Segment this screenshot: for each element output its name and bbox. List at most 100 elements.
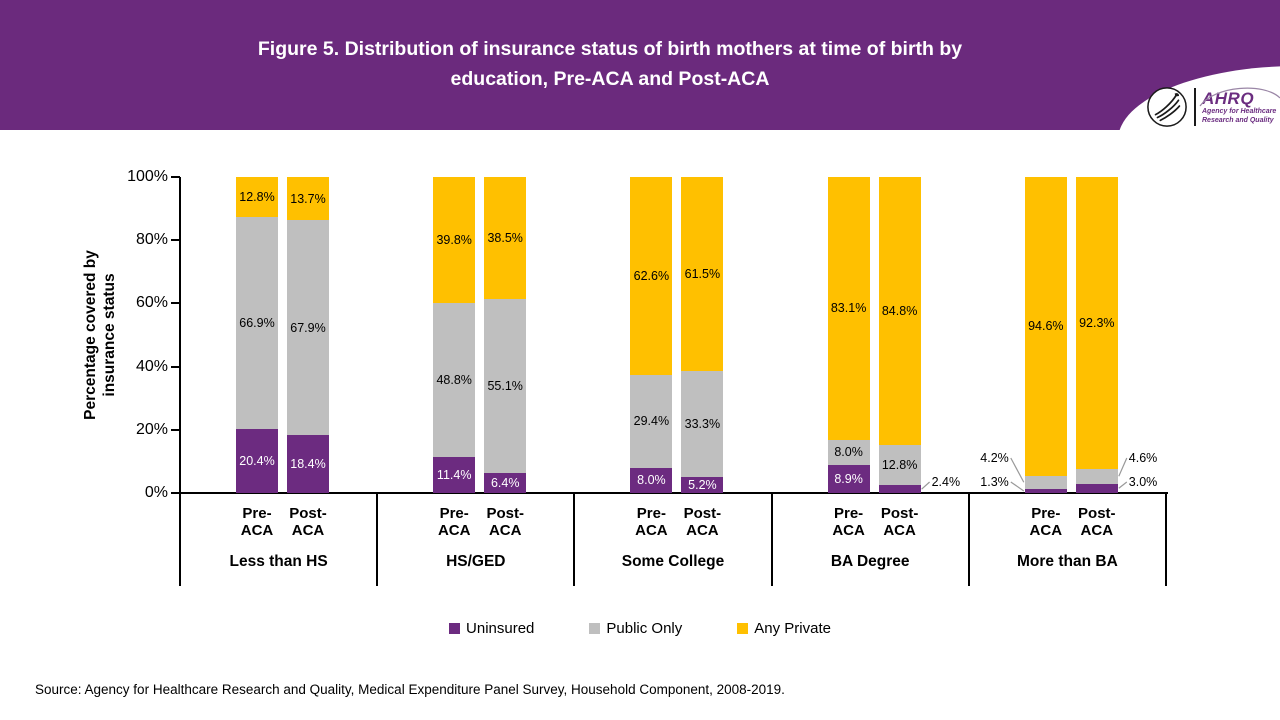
legend-label: Any Private	[754, 620, 831, 637]
bar-segment-label: 12.8%	[881, 458, 918, 473]
y-tick-label: 80%	[135, 231, 168, 249]
bar-segment-label: 18.4%	[290, 456, 326, 471]
bar-segment	[484, 177, 527, 299]
bar-segment-label: 33.3%	[684, 416, 721, 431]
callout-label: 1.3%	[980, 475, 1009, 489]
legend-label: Uninsured	[466, 620, 535, 637]
group-divider	[770, 494, 773, 586]
bar-segment	[681, 371, 724, 477]
bar-segment-label: 39.8%	[436, 232, 472, 247]
bar-segment-label: 61.5%	[684, 267, 721, 282]
header-banner: Figure 5. Distribution of insurance stat…	[0, 0, 1280, 140]
category-label: BA Degree	[830, 553, 910, 570]
bar-segment	[433, 456, 476, 493]
y-tick-label: 0%	[144, 484, 168, 501]
legend-item: Public Only	[589, 620, 682, 637]
leader-line	[1010, 481, 1025, 492]
y-tick-mark	[171, 365, 180, 368]
y-tick-mark	[171, 176, 180, 178]
bar-segment	[484, 472, 527, 493]
legend-swatch	[737, 623, 749, 634]
bar-segment	[878, 177, 921, 445]
bar-segment-label: 6.4%	[490, 475, 520, 490]
bar-segment	[236, 428, 278, 493]
figure-title-line2: education, Pre-ACA and Post-ACA	[450, 68, 770, 90]
group-divider	[376, 494, 379, 586]
bar-segment-label: 8.0%	[637, 473, 666, 488]
bar-segment-label: 20.4%	[239, 453, 275, 468]
bar-segment	[630, 177, 673, 375]
ahrq-tagline-line2: Research and Quality	[1202, 116, 1274, 124]
bar-segment-label: 62.6%	[633, 268, 670, 283]
bar-segment	[1024, 488, 1067, 493]
callout-label: 4.6%	[1128, 451, 1158, 465]
group-divider	[573, 494, 576, 586]
bar-segment	[433, 302, 476, 457]
group-divider	[967, 494, 970, 586]
bar-segment-label: 5.2%	[688, 477, 717, 492]
bar-segment-label: 29.4%	[633, 414, 670, 429]
bar-segment	[287, 177, 329, 221]
y-tick-mark	[171, 492, 180, 494]
bar-segment-label: 8.0%	[834, 445, 863, 460]
leader-line	[1118, 457, 1128, 477]
category-label: More than BA	[1017, 553, 1118, 570]
bar-sublabel: Post- ACA	[486, 505, 524, 539]
bar-segment	[681, 476, 724, 493]
bar-segment	[630, 374, 673, 468]
legend-swatch	[449, 623, 461, 634]
bar-segment	[1075, 483, 1118, 493]
bar-segment	[1024, 176, 1067, 476]
legend-label: Public Only	[606, 620, 683, 637]
source-note: Source: Agency for Healthcare Research a…	[35, 682, 785, 697]
bar-sublabel: Post- ACA	[1078, 505, 1116, 539]
category-label: Some College	[621, 553, 725, 570]
callout-label: 2.4%	[931, 475, 961, 489]
bar-segment-label: 67.9%	[290, 320, 326, 335]
ahrq-tagline-line1: Agency for Healthcare	[1202, 107, 1277, 115]
bar-segment-label: 83.1%	[830, 301, 867, 316]
y-tick-label: 20%	[135, 420, 168, 438]
bar-sublabel: Pre- ACA	[1029, 505, 1063, 539]
bar-segment-label: 12.8%	[239, 189, 275, 204]
legend-item: Any Private	[737, 620, 831, 637]
bar-segment	[1075, 468, 1118, 484]
bar-segment-label: 8.9%	[834, 471, 863, 486]
category-label: Less than HS	[229, 553, 328, 570]
bar-segment	[1075, 177, 1118, 469]
y-tick-label: 100%	[127, 168, 168, 185]
bar-segment-label: 66.9%	[239, 315, 275, 330]
y-axis-title-line1: Percentage covered by	[82, 250, 99, 420]
bar-sublabel: Post- ACA	[880, 505, 919, 539]
y-axis-title-line2: insurance status	[101, 273, 118, 397]
bar-segment	[878, 444, 921, 486]
group-divider	[179, 494, 181, 586]
x-axis-line	[179, 492, 1168, 494]
bar-segment-label: 38.5%	[487, 230, 523, 245]
legend-swatch	[589, 623, 601, 634]
group-divider	[1165, 494, 1167, 586]
bar-sublabel: Post- ACA	[683, 505, 722, 539]
bar-segment-label: 92.3%	[1079, 316, 1115, 331]
leader-line	[1118, 481, 1128, 489]
bar-sublabel: Pre- ACA	[635, 505, 668, 539]
figure-title: Figure 5. Distribution of insurance stat…	[0, 34, 1220, 94]
callout-label: 4.2%	[980, 451, 1009, 465]
bar-segment-label: 55.1%	[487, 378, 523, 393]
y-axis-line	[179, 177, 181, 495]
leader-line	[921, 481, 931, 490]
y-axis-title: Percentage covered by insurance status	[81, 250, 119, 420]
bar-segment	[827, 439, 870, 465]
hhs-eagle-icon	[1147, 87, 1187, 127]
category-label: HS/GED	[446, 553, 506, 570]
bar-segment	[236, 176, 278, 218]
y-tick-mark	[171, 302, 180, 305]
bar-segment	[681, 177, 724, 372]
y-tick-mark	[171, 239, 180, 242]
bar-segment	[433, 177, 476, 303]
logo-divider	[1194, 88, 1196, 126]
bar-segment-label: 94.6%	[1028, 319, 1064, 334]
leader-line	[1010, 457, 1025, 483]
bar-segment-label: 48.8%	[436, 372, 472, 387]
